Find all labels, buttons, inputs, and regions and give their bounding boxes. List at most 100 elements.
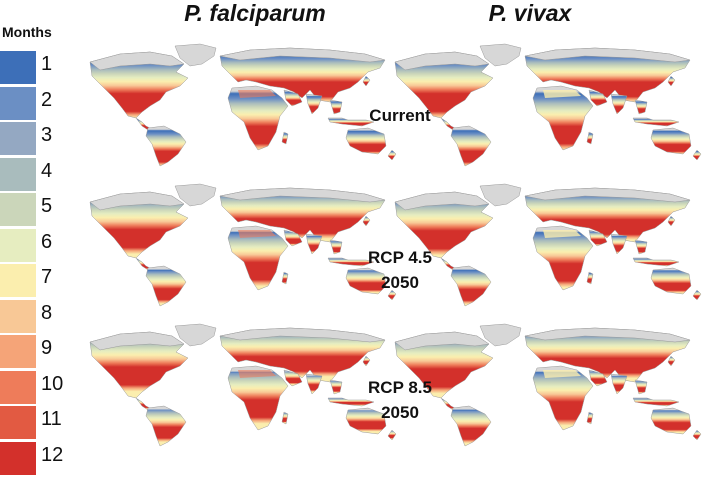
no-transmission-zone bbox=[89, 51, 185, 71]
region-highlight bbox=[238, 230, 276, 238]
legend-swatch bbox=[0, 441, 36, 475]
legend-label: 6 bbox=[41, 230, 53, 253]
continent-newZealand bbox=[692, 429, 702, 441]
continent-japan bbox=[667, 215, 676, 227]
no-transmission-zone bbox=[174, 43, 217, 67]
continent-india bbox=[610, 373, 628, 395]
legend-swatch bbox=[0, 299, 36, 333]
legend-label: 12 bbox=[41, 443, 64, 466]
map-p-vivax-current bbox=[385, 42, 705, 167]
continent-southAmerica bbox=[450, 265, 492, 307]
no-transmission-zone bbox=[524, 327, 691, 343]
region-highlight bbox=[543, 230, 581, 238]
map-p-vivax-rcp85-2050 bbox=[385, 322, 705, 447]
no-transmission-zone bbox=[394, 51, 490, 71]
legend-swatch bbox=[0, 370, 36, 404]
region-highlight bbox=[543, 370, 581, 378]
map-p-falciparum-current bbox=[80, 42, 400, 167]
no-transmission-zone bbox=[219, 327, 386, 343]
no-transmission-zone bbox=[219, 187, 386, 203]
row-label-rcp45: RCP 4.5 2050 bbox=[345, 245, 455, 295]
continent-india bbox=[610, 93, 628, 115]
continent-indonesia bbox=[632, 117, 680, 127]
continent-indonesia bbox=[327, 117, 375, 127]
continent-india bbox=[305, 233, 323, 255]
continent-southAmerica bbox=[450, 125, 492, 167]
legend-label: 8 bbox=[41, 301, 53, 324]
legend-label: 5 bbox=[41, 195, 53, 217]
continent-indonesia bbox=[327, 257, 375, 267]
region-highlight bbox=[238, 90, 276, 98]
legend-label: 9 bbox=[41, 337, 53, 359]
region-highlight bbox=[238, 370, 276, 378]
continent-australia bbox=[345, 267, 387, 295]
continent-newZealand bbox=[387, 289, 397, 301]
legend-item-12: 12 bbox=[0, 441, 80, 476]
legend-label: 2 bbox=[41, 88, 53, 111]
legend-label: 3 bbox=[41, 124, 53, 146]
legend-item-1: 1 bbox=[0, 50, 80, 85]
legend-item-11: 11 bbox=[0, 405, 80, 440]
no-transmission-zone bbox=[479, 43, 522, 67]
continent-arabia bbox=[588, 369, 608, 387]
continent-seAsia bbox=[634, 99, 648, 115]
no-transmission-zone bbox=[524, 47, 691, 63]
legend-title: Months bbox=[2, 24, 52, 40]
continent-arabia bbox=[283, 89, 303, 107]
legend-swatch bbox=[0, 157, 36, 191]
legend-label: 4 bbox=[41, 159, 53, 182]
no-transmission-zone bbox=[219, 47, 386, 63]
continent-newZealand bbox=[692, 149, 702, 161]
legend-item-8: 8 bbox=[0, 299, 80, 334]
region-highlight bbox=[543, 90, 581, 98]
legend-swatch bbox=[0, 193, 36, 226]
continent-africa bbox=[532, 85, 594, 151]
legend-item-7: 7 bbox=[0, 263, 80, 298]
continent-india bbox=[305, 93, 323, 115]
continent-seAsia bbox=[329, 379, 343, 395]
continent-southAmerica bbox=[145, 125, 187, 167]
no-transmission-zone bbox=[479, 323, 522, 347]
legend-label: 10 bbox=[41, 372, 64, 395]
continent-australia bbox=[345, 127, 387, 155]
legend-item-10: 10 bbox=[0, 370, 80, 405]
continent-africa bbox=[227, 365, 289, 431]
continent-madagascar bbox=[281, 131, 289, 145]
legend-label: 11 bbox=[41, 408, 62, 430]
map-p-vivax-rcp45-2050 bbox=[385, 182, 705, 307]
continent-india bbox=[305, 373, 323, 395]
legend-swatch bbox=[0, 228, 36, 262]
continent-seAsia bbox=[329, 99, 343, 115]
continent-southAmerica bbox=[450, 405, 492, 447]
continent-seAsia bbox=[634, 239, 648, 255]
row-label-current: Current bbox=[345, 103, 455, 128]
legend-item-2: 2 bbox=[0, 86, 80, 121]
row-label-rcp45-line2: 2050 bbox=[381, 273, 419, 292]
continent-seAsia bbox=[634, 379, 648, 395]
no-transmission-zone bbox=[394, 331, 490, 351]
continent-africa bbox=[227, 85, 289, 151]
continent-newZealand bbox=[692, 289, 702, 301]
legend-item-9: 9 bbox=[0, 334, 80, 369]
continent-southAmerica bbox=[145, 405, 187, 447]
continent-japan bbox=[667, 355, 676, 367]
legend-item-3: 3 bbox=[0, 121, 80, 156]
continent-newZealand bbox=[387, 429, 397, 441]
continent-arabia bbox=[283, 229, 303, 247]
legend-label: 7 bbox=[41, 266, 53, 288]
row-label-current-line1: Current bbox=[369, 106, 431, 125]
continent-africa bbox=[532, 225, 594, 291]
title-p-falciparum: P. falciparum bbox=[184, 0, 326, 26]
continent-arabia bbox=[283, 369, 303, 387]
no-transmission-zone bbox=[89, 191, 185, 211]
row-label-rcp85-line2: 2050 bbox=[381, 403, 419, 422]
legend-item-6: 6 bbox=[0, 228, 80, 263]
legend-swatch bbox=[0, 86, 36, 120]
continent-indonesia bbox=[632, 257, 680, 267]
continent-madagascar bbox=[586, 411, 594, 425]
legend-item-4: 4 bbox=[0, 157, 80, 192]
continent-madagascar bbox=[586, 271, 594, 285]
map-p-falciparum-rcp45-2050 bbox=[80, 182, 400, 307]
continent-india bbox=[610, 233, 628, 255]
continent-australia bbox=[650, 267, 692, 295]
